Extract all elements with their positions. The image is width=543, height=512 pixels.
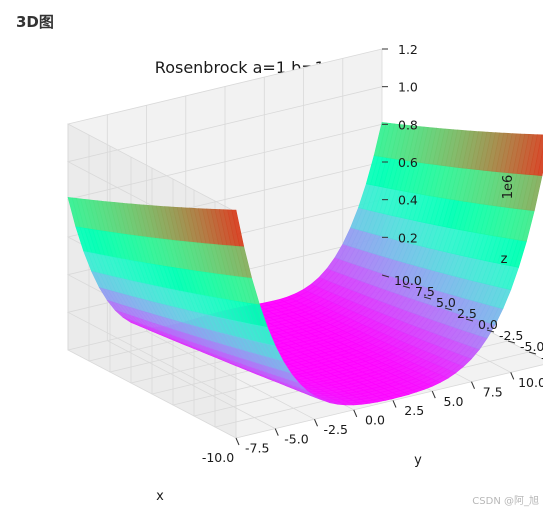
x-axis-label: x [156,489,164,504]
y-tick-label: -5.0 [520,339,543,354]
x-tick-label: -5.0 [284,431,308,446]
x-tick [510,372,515,380]
x-tick [353,409,358,418]
y-tick-label: -7.5 [541,350,543,365]
y-tick [423,296,432,300]
x-tick [274,428,279,436]
y-axis-label: y [414,453,422,468]
z-offset-label: 1e6 [501,175,516,200]
surface-patch [533,134,543,176]
surface-plot [67,122,543,406]
y-tick-label: 7.5 [415,284,435,299]
y-tick-label: 2.5 [457,306,477,321]
z-tick-label: 1.0 [398,80,418,95]
x-tick-label: -10.0 [202,450,234,465]
page-heading: 3D图 [16,13,54,31]
x-tick [392,400,397,408]
y-tick [465,318,474,322]
axis-ticks: -10.0-7.5-5.0-2.50.02.55.07.510.0-10.0-7… [202,42,543,465]
y-tick-label: 0.0 [478,317,498,332]
y-tick [381,274,390,278]
x-tick-label: 10.0 [518,375,543,390]
x-tick [314,419,318,427]
surface-patch [537,147,543,176]
x-tick-label: 7.5 [483,384,503,399]
x-tick-label: 0.0 [365,413,385,428]
y-tick-label: -2.5 [499,328,523,343]
watermark: CSDN @阿_旭 [472,496,539,507]
x-tick [431,390,436,399]
grid-line-z [66,48,383,213]
z-axis-label: z [501,252,508,267]
y-tick [402,285,411,289]
z-tick-label: 0.8 [398,117,418,132]
x-tick-label: -2.5 [324,422,348,437]
grid-line-z [66,236,383,401]
y-tick-label: 10.0 [394,273,422,288]
z-tick-label: 0.2 [398,230,418,245]
x-tick [471,381,475,389]
y-tick [486,329,495,333]
y-tick [507,340,516,344]
x-tick-label: 5.0 [444,394,464,409]
z-tick-label: 1.2 [398,42,418,57]
z-tick-label: 0.4 [398,193,418,208]
x-tick-label: 2.5 [404,403,424,418]
y-tick [444,307,453,311]
y-tick-label: 5.0 [436,295,456,310]
x-tick [235,437,240,446]
z-tick-label: 0.6 [398,155,418,170]
y-tick [528,351,537,355]
x-tick-label: -7.5 [245,441,269,456]
